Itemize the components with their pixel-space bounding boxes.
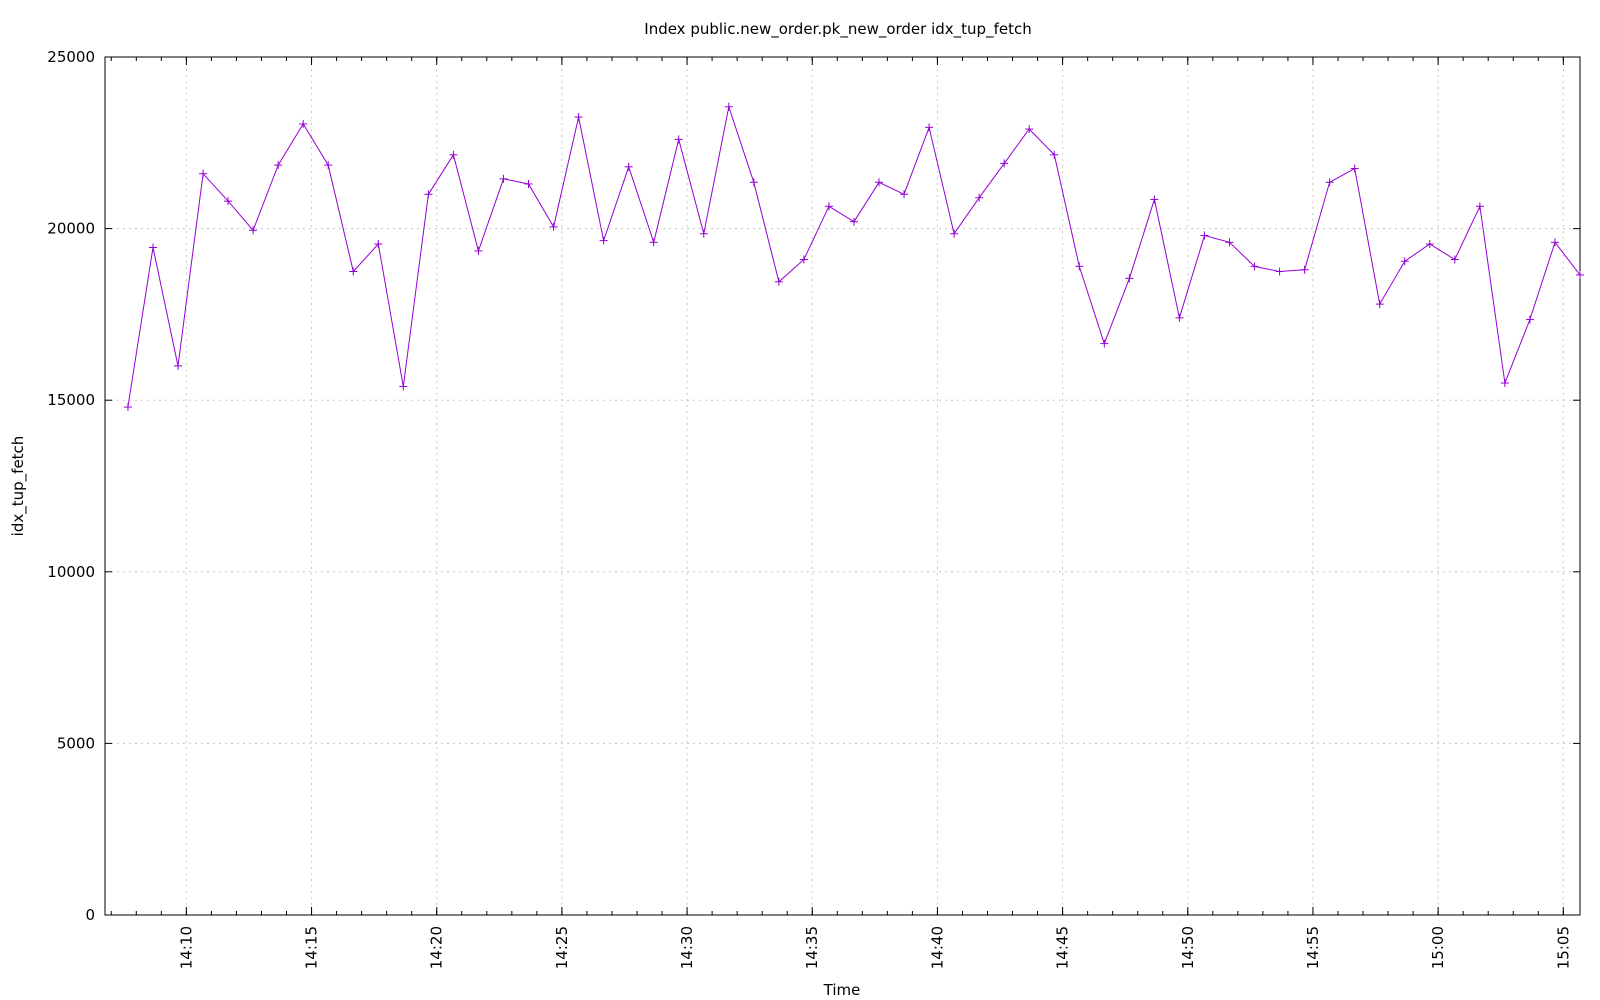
data-point: [1225, 238, 1234, 247]
y-tick-label: 15000: [47, 391, 95, 409]
x-tick-label: 14:35: [803, 926, 821, 969]
chart-title: Index public.new_order.pk_new_order idx_…: [644, 20, 1031, 39]
data-point: [799, 255, 808, 264]
data-point: [1000, 159, 1009, 168]
x-tick-label: 15:00: [1429, 926, 1447, 969]
data-point: [774, 277, 783, 286]
data-point: [1025, 125, 1034, 134]
x-tick-label: 14:50: [1179, 926, 1197, 969]
data-point: [1075, 262, 1084, 271]
data-point: [299, 119, 308, 128]
data-point: [950, 229, 959, 238]
data-point: [174, 361, 183, 370]
data-point: [749, 178, 758, 187]
x-tick-label: 14:30: [678, 926, 696, 969]
data-point: [1125, 274, 1134, 283]
data-point: [148, 243, 157, 252]
data-point: [1250, 262, 1259, 271]
data-point: [199, 169, 208, 178]
data-point: [1576, 270, 1584, 279]
y-axis-label: idx_tup_fetch: [9, 436, 28, 537]
data-point: [1325, 178, 1334, 187]
x-tick-label: 14:15: [303, 926, 321, 969]
data-point: [123, 403, 132, 412]
data-point: [549, 222, 558, 231]
data-point: [449, 150, 458, 159]
data-point: [624, 162, 633, 171]
data-point: [1300, 265, 1309, 274]
series-layer: [123, 102, 1584, 412]
data-point: [474, 246, 483, 255]
data-point: [1275, 267, 1284, 276]
x-tick-label: 14:45: [1054, 926, 1072, 969]
x-tick-label: 15:05: [1554, 926, 1572, 969]
y-tick-label: 0: [85, 906, 95, 924]
data-point: [599, 236, 608, 245]
plot-frame: [104, 56, 1581, 916]
data-point: [1100, 339, 1109, 348]
data-point: [274, 161, 283, 170]
data-point: [1525, 315, 1534, 324]
y-axis: 0 5000 10000 15000 20000 25000: [47, 48, 1580, 924]
x-tick-label: 14:40: [928, 926, 946, 969]
grid-lines: [105, 57, 1580, 915]
data-point: [349, 267, 358, 276]
data-point: [524, 179, 533, 188]
x-tick-label: 14:55: [1304, 926, 1322, 969]
data-point: [1550, 238, 1559, 247]
x-tick-label: 14:10: [177, 926, 195, 969]
x-axis-label: Time: [823, 981, 861, 999]
data-point: [849, 217, 858, 226]
series-line: [127, 104, 1581, 408]
y-tick-label: 20000: [47, 220, 95, 238]
data-point: [1500, 379, 1509, 388]
data-point: [699, 229, 708, 238]
data-point: [1375, 300, 1384, 309]
data-point: [975, 193, 984, 202]
y-tick-label: 10000: [47, 563, 95, 581]
data-point: [1425, 240, 1434, 249]
data-point: [1400, 257, 1409, 266]
data-point: [724, 102, 733, 111]
data-point: [1050, 150, 1059, 159]
data-point: [1450, 255, 1459, 264]
data-point: [649, 238, 658, 247]
data-point: [1475, 202, 1484, 211]
data-point: [1350, 164, 1359, 173]
data-point: [424, 190, 433, 199]
y-tick-label: 5000: [57, 734, 95, 752]
data-point: [1200, 231, 1209, 240]
data-point: [1175, 313, 1184, 322]
x-tick-label: 14:20: [428, 926, 446, 969]
data-point: [374, 240, 383, 249]
y-tick-label: 25000: [47, 48, 95, 66]
data-point: [824, 202, 833, 211]
data-point: [499, 174, 508, 183]
data-point: [224, 197, 233, 206]
data-point: [1150, 195, 1159, 204]
x-axis: 14:10 14:15 14:20 14:25 14:30 14:35 14:40 14:45…: [110, 57, 1572, 969]
data-point: [875, 178, 884, 187]
data-point: [399, 382, 408, 391]
x-tick-label: 14:25: [553, 926, 571, 969]
data-point: [674, 135, 683, 144]
data-point: [574, 113, 583, 122]
data-point: [324, 161, 333, 170]
data-point: [925, 123, 934, 132]
data-point: [249, 226, 258, 235]
data-point: [900, 190, 909, 199]
